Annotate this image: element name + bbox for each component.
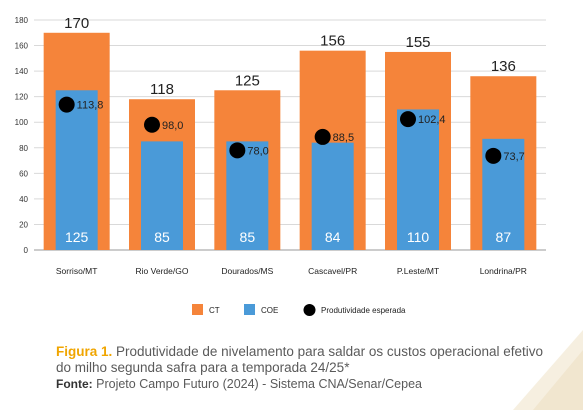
bar-coe	[55, 90, 98, 251]
ct-value-label: 170	[64, 15, 89, 32]
legend-label: Produtividade esperada	[321, 306, 406, 315]
coe-value-label: 125	[65, 229, 89, 245]
legend-swatch	[192, 304, 203, 315]
x-category-label: Londrina/PR	[480, 266, 527, 276]
y-tick-label: 180	[15, 16, 29, 25]
bar-coe	[311, 142, 354, 250]
source-label: Fonte:	[56, 377, 93, 391]
figure-caption: Figura 1. Produtividade de nivelamento p…	[56, 344, 556, 392]
productivity-value-label: 113,8	[77, 100, 104, 112]
y-tick-label: 100	[15, 118, 29, 127]
y-tick-label: 140	[15, 67, 29, 76]
y-tick-label: 160	[15, 42, 29, 51]
watermark-shape	[513, 330, 583, 410]
coe-value-label: 110	[407, 229, 430, 245]
productivity-value-label: 88,5	[333, 132, 354, 144]
ct-value-label: 156	[320, 33, 345, 50]
coe-value-label: 87	[496, 229, 512, 245]
y-tick-label: 0	[24, 246, 29, 255]
ct-value-label: 125	[235, 72, 260, 89]
ct-value-label: 155	[405, 34, 430, 51]
ct-value-label: 136	[491, 58, 516, 75]
x-category-label: Dourados/MS	[221, 266, 273, 276]
y-tick-label: 20	[19, 220, 28, 229]
bar-coe	[397, 109, 439, 250]
productivity-point	[144, 116, 160, 133]
legend-marker	[303, 304, 316, 316]
productivity-value-label: 98,0	[162, 120, 183, 132]
productivity-value-label: 102,4	[418, 114, 446, 126]
coe-value-label: 85	[240, 229, 256, 245]
x-category-label: Rio Verde/GO	[136, 266, 189, 276]
source-text: Projeto Campo Futuro (2024) - Sistema CN…	[92, 377, 422, 391]
productivity-value-label: 73,7	[503, 151, 524, 163]
legend-label: CT	[209, 306, 220, 315]
coe-value-label: 85	[154, 229, 170, 245]
coe-value-label: 84	[325, 229, 341, 245]
x-category-label: Cascavel/PR	[308, 266, 357, 276]
productivity-point	[485, 147, 502, 164]
productivity-point	[58, 96, 75, 113]
bar-coe	[141, 141, 183, 250]
x-category-label: Sorriso/MT	[56, 266, 98, 276]
x-category-label: P.Leste/MT	[397, 266, 439, 276]
y-tick-label: 80	[19, 144, 28, 153]
y-tick-label: 120	[15, 93, 29, 102]
y-tick-label: 60	[19, 169, 28, 178]
figure-text: Produtividade de nivelamento para saldar…	[56, 344, 544, 375]
productivity-point	[229, 142, 246, 159]
y-tick-label: 40	[19, 195, 28, 204]
figure-label: Figura 1.	[56, 344, 113, 359]
productivity-point	[400, 111, 416, 128]
legend-swatch	[244, 304, 255, 315]
ct-value-label: 118	[150, 81, 174, 98]
productivity-value-label: 78,0	[247, 145, 268, 157]
chart: 0 20 40 60 80 100 120 140 160 180 170 125 113,8 Sorri…	[15, 15, 546, 316]
bar-coe	[226, 141, 269, 250]
productivity-point	[314, 128, 331, 145]
legend-label: COE	[261, 306, 278, 315]
